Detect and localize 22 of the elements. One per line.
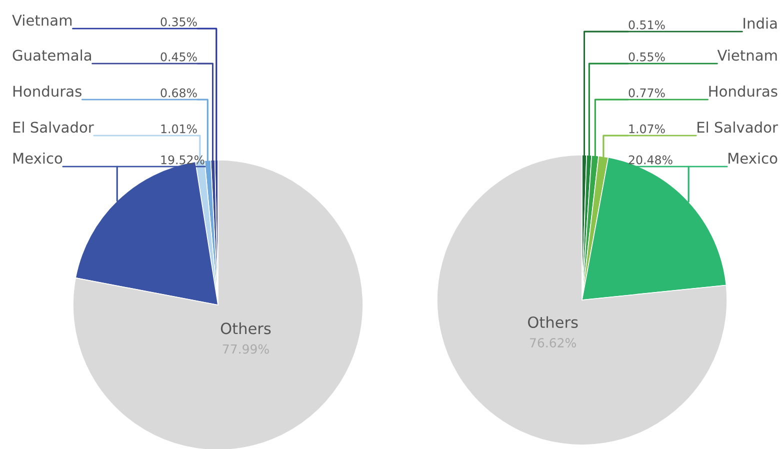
data-label: 0.55%	[628, 52, 665, 62]
slice-label: India	[744, 17, 777, 29]
data-label: 20.48%	[628, 155, 672, 164]
slice-label: Mexico	[13, 152, 62, 164]
data-label: 0.77%	[628, 88, 665, 98]
slice-label: Honduras	[13, 85, 82, 97]
slice-label: Vietnam	[12, 14, 72, 26]
slice-label: El Salvador	[13, 121, 94, 133]
data-label: 0.68%	[160, 88, 197, 98]
data-label: 19.52%	[161, 155, 204, 164]
slice-label: Others	[220, 322, 271, 334]
slice-label: Guatemala	[12, 49, 91, 61]
data-label: 0.35%	[160, 17, 197, 26]
slice-label: Mexico	[728, 152, 778, 164]
slice-label: Others	[528, 316, 578, 328]
data-label: 0.51%	[628, 20, 665, 30]
data-label: 0.45%	[160, 52, 197, 62]
data-label: 1.07%	[629, 124, 665, 134]
data-label: 1.01%	[161, 124, 197, 134]
slice-label: Honduras	[709, 85, 778, 97]
slice-label: Vietnam	[717, 49, 777, 61]
slice-label: El Salvador	[698, 121, 778, 133]
